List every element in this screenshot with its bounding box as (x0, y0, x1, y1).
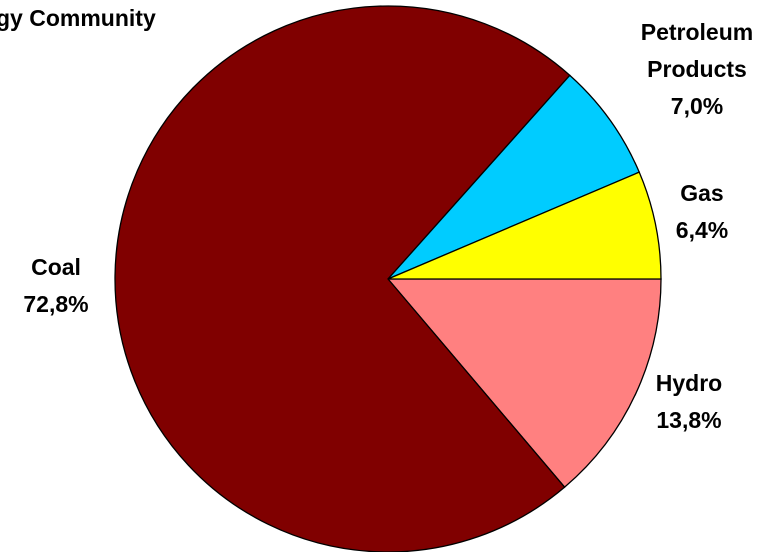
label-petroleum-line2: Products (647, 56, 747, 82)
label-hydro-name: Hydro (656, 370, 722, 396)
chart-title: gy Community (0, 5, 156, 31)
label-gas-name: Gas (680, 180, 723, 206)
label-coal-pct: 72,8% (23, 291, 88, 317)
pie-slice-hydro (386, 278, 662, 489)
label-coal-name: Coal (31, 254, 81, 280)
label-petroleum-pct: 7,0% (671, 93, 723, 119)
label-hydro-pct: 13,8% (656, 407, 721, 433)
label-petroleum-line1: Petroleum (641, 19, 753, 45)
label-gas-pct: 6,4% (676, 217, 728, 243)
pie-slice-gas (387, 171, 662, 280)
pie-slice-petroleum-products (387, 74, 641, 280)
pie-slices (114, 5, 662, 552)
